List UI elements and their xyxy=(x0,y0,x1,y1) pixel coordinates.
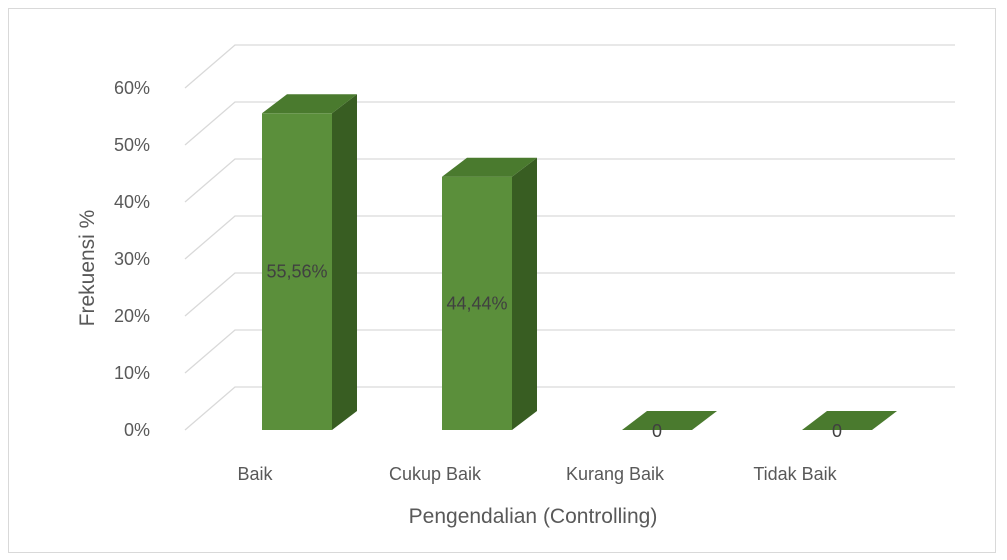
x-category-label: Baik xyxy=(237,464,273,484)
bar-top xyxy=(802,411,897,430)
gridlines xyxy=(184,44,955,431)
data-label: 0 xyxy=(652,421,662,441)
bar-top xyxy=(442,157,537,177)
gridline xyxy=(184,44,955,89)
y-tick-label: 40% xyxy=(114,192,150,212)
bar-front xyxy=(442,176,512,430)
y-tick-label: 60% xyxy=(114,78,150,98)
y-tick-label: 0% xyxy=(124,420,150,440)
bar xyxy=(622,411,717,430)
data-label: 55,56% xyxy=(266,262,327,282)
data-label: 0 xyxy=(832,421,842,441)
gridline xyxy=(184,272,955,317)
x-axis-title: Pengendalian (Controlling) xyxy=(409,505,658,528)
x-category-label: Cukup Baik xyxy=(389,464,482,484)
bar-top xyxy=(262,94,357,114)
gridline xyxy=(184,386,955,431)
x-axis-categories: Baik Cukup Baik Kurang Baik Tidak Baik xyxy=(237,464,837,484)
bar-side xyxy=(332,94,357,431)
bar-front xyxy=(262,113,332,431)
x-category-label: Kurang Baik xyxy=(566,464,665,484)
gridline xyxy=(184,101,955,146)
y-tick-label: 10% xyxy=(114,363,150,383)
y-tick-label: 50% xyxy=(114,135,150,155)
bar xyxy=(802,411,897,430)
bar xyxy=(262,94,357,431)
gridline xyxy=(184,158,955,203)
bar xyxy=(442,157,537,430)
x-category-label: Tidak Baik xyxy=(753,464,837,484)
data-label: 44,44% xyxy=(446,293,507,313)
y-tick-label: 30% xyxy=(114,249,150,269)
data-labels: 55,56% 44,44% 0 0 xyxy=(266,262,842,441)
y-axis-title: Frekuensi % xyxy=(76,210,99,327)
bar-top xyxy=(622,411,717,430)
gridline xyxy=(184,215,955,260)
y-tick-label: 20% xyxy=(114,306,150,326)
y-axis-ticks: 0% 10% 20% 30% 40% 50% 60% xyxy=(114,78,150,440)
gridline xyxy=(184,329,955,374)
bars xyxy=(262,94,897,431)
bar-side xyxy=(512,157,537,430)
